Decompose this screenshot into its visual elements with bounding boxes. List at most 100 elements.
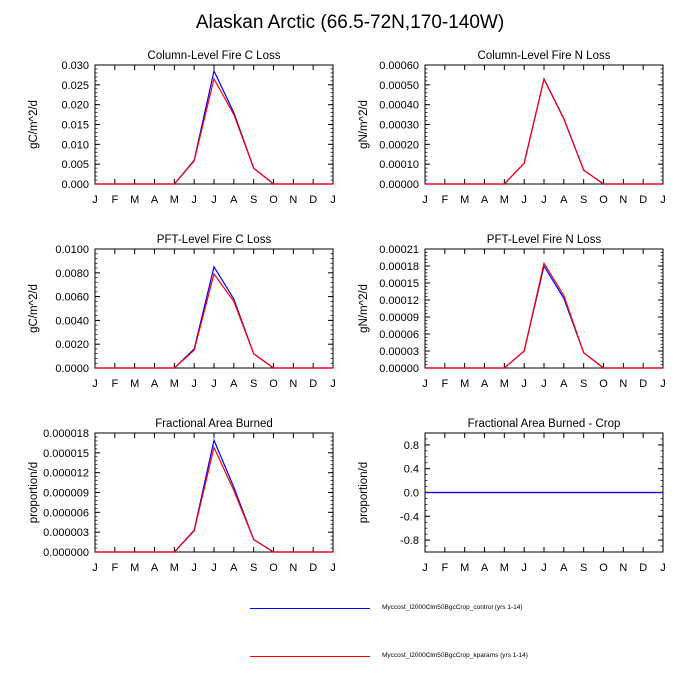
- x-tick-label: J: [541, 194, 547, 206]
- x-tick-label: D: [639, 562, 647, 574]
- x-tick-label: J: [660, 378, 666, 390]
- x-tick-label: O: [599, 378, 608, 390]
- x-tick-label: A: [151, 378, 159, 390]
- y-tick-label: 0.00009: [379, 312, 419, 324]
- x-tick-label: A: [560, 194, 568, 206]
- y-tick-label: 0.00021: [379, 244, 419, 256]
- x-tick-label: F: [441, 378, 448, 390]
- y-tick-label: 0.00000: [379, 363, 419, 375]
- x-tick-label: J: [191, 194, 197, 206]
- legend-swatch-control: [250, 608, 370, 609]
- y-axis-label: proportion/d: [358, 462, 370, 523]
- x-tick-label: A: [230, 378, 238, 390]
- y-tick-label: 0.000006: [43, 507, 89, 519]
- y-tick-label: 0.000018: [43, 428, 89, 440]
- chart-2: PFT-Level Fire C Loss gC/m^2/d 0.0000 0.002…: [28, 234, 336, 390]
- x-tick-label: S: [250, 378, 257, 390]
- series-line-control: [95, 69, 333, 185]
- x-tick-label: A: [560, 562, 568, 574]
- series-line-kparams: [425, 261, 663, 369]
- y-tick-label: 0.00020: [379, 139, 419, 151]
- x-tick-label: J: [521, 562, 527, 574]
- y-tick-label: 0.00030: [379, 120, 419, 132]
- chart-3: PFT-Level Fire N Loss gN/m^2/d 0.00000 0.00…: [358, 234, 666, 390]
- y-tick-label: 0.005: [61, 159, 89, 171]
- chart-title: Column-Level Fire N Loss: [478, 50, 611, 62]
- series-line-kparams: [425, 77, 663, 185]
- y-tick-label: 0.000000: [43, 547, 89, 559]
- x-tick-label: J: [211, 562, 217, 574]
- y-axis-label: gC/m^2/d: [28, 100, 40, 149]
- x-tick-label: O: [269, 562, 278, 574]
- x-tick-label: N: [289, 378, 297, 390]
- chart-1: Column-Level Fire N Loss gN/m^2/d 0.00000 0…: [358, 50, 666, 206]
- x-tick-label: M: [460, 378, 469, 390]
- x-tick-label: M: [460, 562, 469, 574]
- y-tick-label: 0.020: [61, 100, 89, 112]
- y-tick-label: -0.4: [400, 511, 419, 523]
- y-tick-label: 0.4: [404, 464, 419, 476]
- x-tick-label: J: [541, 562, 547, 574]
- chart-title: Fractional Area Burned: [155, 418, 273, 430]
- y-tick-label: 0.00003: [379, 346, 419, 358]
- x-tick-label: S: [250, 562, 257, 574]
- y-tick-label: 0.000003: [43, 527, 89, 539]
- x-tick-label: A: [151, 194, 159, 206]
- x-tick-label: J: [330, 194, 336, 206]
- x-tick-label: J: [330, 378, 336, 390]
- x-tick-label: M: [130, 194, 139, 206]
- chart-title: PFT-Level Fire C Loss: [157, 234, 272, 246]
- y-tick-label: 0.00006: [379, 329, 419, 341]
- x-tick-label: J: [92, 194, 98, 206]
- y-tick-label: 0.8: [404, 440, 419, 452]
- x-tick-label: O: [269, 378, 278, 390]
- plot-frame: [94, 432, 334, 553]
- x-tick-label: J: [191, 378, 197, 390]
- x-tick-label: O: [599, 562, 608, 574]
- x-tick-label: M: [170, 562, 179, 574]
- x-tick-label: J: [330, 562, 336, 574]
- y-tick-label: 0.000009: [43, 488, 89, 500]
- x-tick-label: O: [599, 194, 608, 206]
- x-tick-label: F: [111, 194, 118, 206]
- x-tick-label: J: [422, 378, 428, 390]
- y-axis-label: gN/m^2/d: [358, 284, 370, 333]
- y-tick-label: 0.00000: [379, 179, 419, 191]
- y-tick-label: 0.00040: [379, 100, 419, 112]
- chart-0: Column-Level Fire C Loss gC/m^2/d 0.000 0.0…: [28, 50, 336, 206]
- series-line-kparams: [95, 77, 333, 185]
- x-tick-label: S: [580, 194, 587, 206]
- chart-5: Fractional Area Burned - Crop proportion/…: [358, 418, 666, 574]
- x-tick-label: M: [130, 378, 139, 390]
- series-line-control: [95, 438, 333, 553]
- x-tick-label: J: [92, 562, 98, 574]
- x-tick-label: N: [289, 194, 297, 206]
- x-tick-label: D: [639, 194, 647, 206]
- x-tick-label: A: [481, 378, 489, 390]
- legend-label-control: Myccost_I2000Clm50BgcCrop_control (yrs 1…: [382, 604, 523, 611]
- y-tick-label: 0.015: [61, 120, 89, 132]
- legend-swatch-kparams: [250, 656, 370, 657]
- series-line-control: [425, 77, 663, 185]
- series-line-control: [95, 265, 333, 369]
- x-tick-label: D: [639, 378, 647, 390]
- y-tick-label: 0.000: [61, 179, 89, 191]
- x-tick-label: J: [211, 194, 217, 206]
- x-tick-label: N: [619, 378, 627, 390]
- x-tick-label: S: [250, 194, 257, 206]
- figure-title: Alaskan Arctic (66.5-72N,170-140W): [195, 12, 505, 33]
- plot-frame: [424, 64, 664, 185]
- x-tick-label: J: [191, 562, 197, 574]
- x-tick-label: A: [230, 562, 238, 574]
- x-tick-label: J: [521, 194, 527, 206]
- x-tick-label: M: [130, 562, 139, 574]
- x-tick-label: A: [481, 562, 489, 574]
- x-tick-label: O: [269, 194, 278, 206]
- y-tick-label: 0.00050: [379, 80, 419, 92]
- y-tick-label: 0.025: [61, 80, 89, 92]
- y-tick-label: 0.0060: [55, 292, 89, 304]
- chart-title: PFT-Level Fire N Loss: [487, 234, 602, 246]
- y-tick-label: 0.0: [404, 488, 419, 500]
